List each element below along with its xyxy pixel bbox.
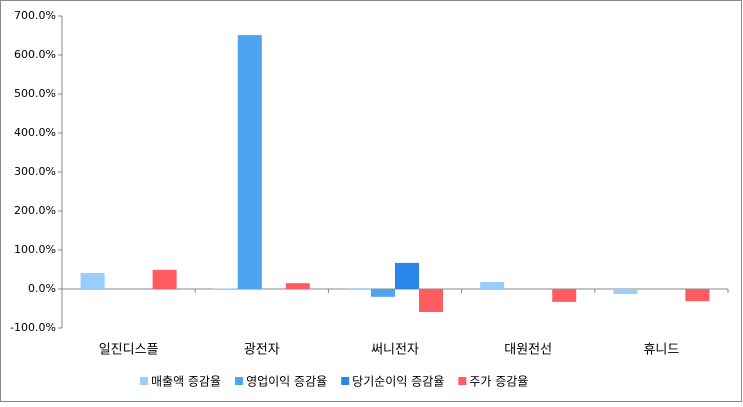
x-tick-label: 써니전자 bbox=[371, 343, 419, 358]
legend-label: 주가 증감율 bbox=[469, 375, 528, 389]
x-tick-label: 대원전선 bbox=[504, 343, 552, 358]
bar bbox=[552, 289, 576, 302]
y-tick-label: -100.0% bbox=[10, 321, 56, 334]
y-tick-label: 0.0% bbox=[28, 282, 56, 295]
legend-label: 영업이익 증감율 bbox=[246, 375, 327, 389]
bar bbox=[347, 288, 371, 289]
bar bbox=[81, 273, 105, 289]
legend-swatch bbox=[341, 377, 349, 385]
legend-swatch bbox=[235, 377, 243, 385]
bar bbox=[613, 289, 637, 294]
legend-label: 매출액 증감율 bbox=[151, 375, 221, 389]
y-tick-label: 600.0% bbox=[14, 48, 56, 61]
legend-swatch bbox=[140, 377, 148, 385]
legend-label: 당기순이익 증감율 bbox=[352, 375, 444, 389]
y-tick-label: 100.0% bbox=[14, 243, 56, 256]
bar bbox=[371, 289, 395, 297]
bar bbox=[286, 283, 310, 289]
bar bbox=[685, 289, 709, 301]
bar bbox=[395, 263, 419, 289]
x-tick-label: 광전자 bbox=[244, 343, 280, 358]
legend-swatch bbox=[458, 377, 466, 385]
y-tick-label: 200.0% bbox=[14, 204, 56, 217]
y-tick-label: 500.0% bbox=[14, 87, 56, 100]
y-tick-label: 300.0% bbox=[14, 165, 56, 178]
x-tick-label: 휴니드 bbox=[643, 343, 679, 358]
x-tick-label: 일진디스플 bbox=[99, 343, 159, 358]
bar bbox=[238, 35, 262, 289]
y-tick-label: 700.0% bbox=[14, 9, 56, 22]
bar bbox=[419, 289, 443, 312]
bar bbox=[480, 282, 504, 289]
bar bbox=[153, 270, 177, 289]
y-tick-label: 400.0% bbox=[14, 126, 56, 139]
